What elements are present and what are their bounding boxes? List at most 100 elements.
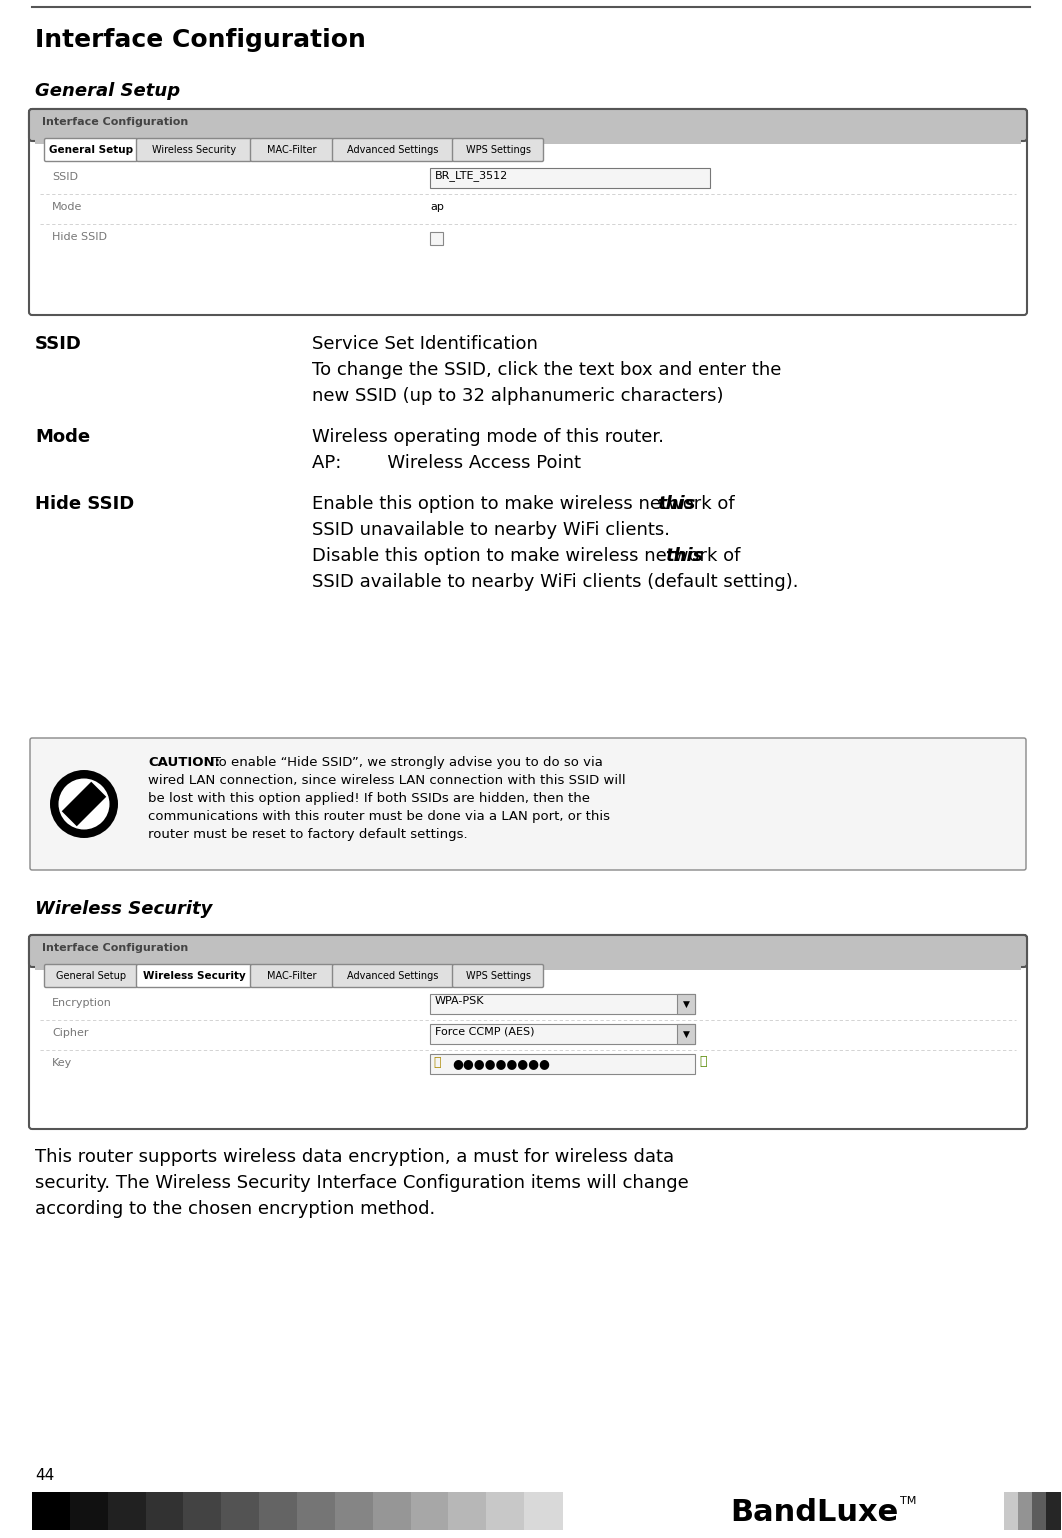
Text: WPS Settings: WPS Settings: [465, 145, 531, 155]
Text: MAC-Filter: MAC-Filter: [268, 970, 316, 981]
Bar: [297, 1492, 336, 1530]
Text: Advanced Settings: Advanced Settings: [347, 970, 439, 981]
Text: Wireless Security: Wireless Security: [35, 900, 212, 918]
Text: Interface Configuration: Interface Configuration: [42, 117, 188, 128]
Text: CAUTION:: CAUTION:: [148, 757, 220, 769]
Bar: [448, 1492, 487, 1530]
Text: SSID unavailable to nearby WiFi clients.: SSID unavailable to nearby WiFi clients.: [312, 521, 670, 538]
Text: WPS Settings: WPS Settings: [465, 970, 531, 981]
Bar: [430, 168, 710, 188]
Text: General Setup: General Setup: [35, 82, 181, 100]
Text: Wireless operating mode of this router.: Wireless operating mode of this router.: [312, 428, 664, 446]
Bar: [430, 994, 695, 1014]
Text: Mode: Mode: [52, 201, 83, 212]
Text: Wireless Security: Wireless Security: [142, 970, 245, 981]
Bar: [676, 1024, 695, 1044]
Bar: [430, 1054, 695, 1074]
Text: Hide SSID: Hide SSID: [52, 232, 107, 241]
Text: 🔄: 🔄: [699, 1055, 706, 1067]
Text: router must be reset to factory default settings.: router must be reset to factory default …: [148, 827, 467, 841]
Text: WPA-PSK: WPA-PSK: [435, 997, 484, 1006]
Text: General Setup: General Setup: [56, 970, 126, 981]
Text: To enable “Hide SSID”, we strongly advise you to do so via: To enable “Hide SSID”, we strongly advis…: [200, 757, 603, 769]
Bar: [35, 134, 1021, 145]
Bar: [221, 1492, 260, 1530]
Bar: [430, 232, 443, 245]
Text: security. The Wireless Security Interface Configuration items will change: security. The Wireless Security Interfac…: [35, 1173, 689, 1192]
FancyBboxPatch shape: [45, 138, 137, 161]
Text: TM: TM: [900, 1496, 917, 1506]
Bar: [70, 1492, 108, 1530]
Text: MAC-Filter: MAC-Filter: [268, 145, 316, 155]
Text: ▼: ▼: [683, 1000, 689, 1009]
Text: this: this: [657, 495, 696, 514]
Text: Hide SSID: Hide SSID: [35, 495, 134, 514]
Bar: [1032, 1492, 1047, 1530]
Text: Encryption: Encryption: [52, 998, 112, 1007]
Text: SSID: SSID: [52, 172, 78, 181]
Bar: [525, 1492, 563, 1530]
Bar: [1004, 1492, 1020, 1530]
FancyBboxPatch shape: [452, 138, 544, 161]
Text: be lost with this option applied! If both SSIDs are hidden, then the: be lost with this option applied! If bot…: [148, 792, 590, 804]
Bar: [990, 1492, 1005, 1530]
Text: This router supports wireless data encryption, a must for wireless data: This router supports wireless data encry…: [35, 1147, 674, 1166]
Text: according to the chosen encryption method.: according to the chosen encryption metho…: [35, 1200, 435, 1218]
Text: BR_LTE_3512: BR_LTE_3512: [435, 171, 509, 181]
Text: Interface Configuration: Interface Configuration: [42, 943, 188, 954]
Text: Enable this option to make wireless network of: Enable this option to make wireless netw…: [312, 495, 740, 514]
Bar: [36, 964, 1020, 1123]
Bar: [430, 1024, 695, 1044]
Text: Wireless Security: Wireless Security: [152, 145, 236, 155]
FancyBboxPatch shape: [251, 138, 333, 161]
Text: Key: Key: [52, 1058, 72, 1067]
Circle shape: [58, 778, 109, 829]
Text: ●●●●●●●●●: ●●●●●●●●●: [452, 1057, 550, 1070]
Bar: [32, 1492, 71, 1530]
Circle shape: [50, 771, 118, 838]
Bar: [36, 138, 1020, 308]
Text: 44: 44: [35, 1467, 54, 1483]
FancyBboxPatch shape: [29, 935, 1027, 1129]
Bar: [259, 1492, 298, 1530]
FancyBboxPatch shape: [29, 935, 1027, 967]
Text: this: this: [665, 548, 703, 564]
Text: To change the SSID, click the text box and enter the: To change the SSID, click the text box a…: [312, 361, 782, 378]
Bar: [107, 1492, 147, 1530]
FancyBboxPatch shape: [332, 964, 453, 987]
Text: BandLuxe: BandLuxe: [730, 1498, 898, 1527]
Text: SSID: SSID: [35, 335, 82, 354]
Bar: [1018, 1492, 1033, 1530]
Text: Cipher: Cipher: [52, 1027, 88, 1038]
Bar: [35, 960, 1021, 970]
Text: Force CCMP (AES): Force CCMP (AES): [435, 1026, 534, 1037]
Bar: [184, 1492, 222, 1530]
Text: ap: ap: [430, 201, 444, 212]
Text: 🔑: 🔑: [433, 1057, 441, 1069]
Bar: [411, 1492, 449, 1530]
Text: Interface Configuration: Interface Configuration: [35, 28, 366, 52]
FancyBboxPatch shape: [45, 964, 137, 987]
FancyBboxPatch shape: [137, 138, 252, 161]
Text: AP:        Wireless Access Point: AP: Wireless Access Point: [312, 454, 581, 472]
Text: Service Set Identification: Service Set Identification: [312, 335, 537, 354]
FancyBboxPatch shape: [452, 964, 544, 987]
Text: General Setup: General Setup: [49, 145, 133, 155]
Bar: [335, 1492, 374, 1530]
Bar: [145, 1492, 185, 1530]
FancyBboxPatch shape: [30, 738, 1026, 871]
Text: Advanced Settings: Advanced Settings: [347, 145, 439, 155]
Text: SSID available to nearby WiFi clients (default setting).: SSID available to nearby WiFi clients (d…: [312, 574, 799, 591]
Text: Mode: Mode: [35, 428, 90, 446]
Text: ▼: ▼: [683, 1029, 689, 1038]
FancyBboxPatch shape: [29, 109, 1027, 141]
Bar: [1046, 1492, 1061, 1530]
Text: communications with this router must be done via a LAN port, or this: communications with this router must be …: [148, 811, 610, 823]
FancyBboxPatch shape: [332, 138, 453, 161]
Text: new SSID (up to 32 alphanumeric characters): new SSID (up to 32 alphanumeric characte…: [312, 388, 723, 404]
FancyBboxPatch shape: [29, 109, 1027, 315]
FancyBboxPatch shape: [137, 964, 252, 987]
Text: wired LAN connection, since wireless LAN connection with this SSID will: wired LAN connection, since wireless LAN…: [148, 774, 626, 787]
Text: Disable this option to make wireless network of: Disable this option to make wireless net…: [312, 548, 747, 564]
Bar: [676, 994, 695, 1014]
